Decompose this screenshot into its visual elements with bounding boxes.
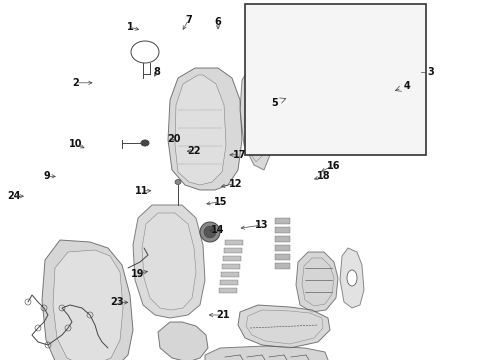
Text: 22: 22	[187, 146, 200, 156]
Text: 14: 14	[211, 225, 225, 235]
Polygon shape	[275, 263, 290, 269]
Polygon shape	[302, 258, 334, 306]
Circle shape	[204, 226, 216, 238]
Text: 17: 17	[233, 150, 247, 160]
Text: 11: 11	[135, 186, 149, 196]
Polygon shape	[275, 236, 290, 242]
Text: 16: 16	[326, 161, 340, 171]
Polygon shape	[222, 264, 240, 269]
Polygon shape	[220, 280, 238, 285]
Text: 13: 13	[255, 220, 269, 230]
Text: 18: 18	[317, 171, 330, 181]
Polygon shape	[221, 272, 239, 277]
Text: 9: 9	[43, 171, 50, 181]
Polygon shape	[42, 240, 133, 360]
Polygon shape	[205, 346, 330, 360]
Polygon shape	[224, 248, 242, 253]
Text: 23: 23	[110, 297, 123, 307]
Polygon shape	[275, 227, 290, 233]
Bar	[245, 4, 426, 155]
Polygon shape	[223, 256, 241, 261]
Text: 21: 21	[216, 310, 230, 320]
Text: 12: 12	[228, 179, 242, 189]
Polygon shape	[296, 252, 338, 312]
Ellipse shape	[175, 180, 181, 185]
Circle shape	[200, 222, 220, 242]
Polygon shape	[246, 310, 323, 344]
Polygon shape	[175, 75, 226, 185]
Polygon shape	[142, 213, 196, 310]
Text: 19: 19	[130, 269, 144, 279]
Text: 8: 8	[153, 67, 160, 77]
Polygon shape	[238, 305, 330, 348]
Polygon shape	[245, 78, 263, 162]
Text: 4: 4	[403, 81, 410, 91]
Polygon shape	[168, 68, 242, 190]
Polygon shape	[133, 205, 205, 318]
Polygon shape	[275, 254, 290, 260]
Text: 2: 2	[73, 78, 79, 88]
Text: 3: 3	[428, 67, 435, 77]
Polygon shape	[219, 288, 237, 293]
Ellipse shape	[347, 270, 357, 286]
Polygon shape	[53, 250, 123, 360]
Text: 24: 24	[7, 191, 21, 201]
Polygon shape	[240, 70, 270, 170]
Ellipse shape	[141, 140, 149, 146]
Polygon shape	[158, 322, 208, 360]
Polygon shape	[225, 240, 243, 245]
Polygon shape	[275, 218, 290, 224]
Text: 10: 10	[69, 139, 83, 149]
Text: 15: 15	[214, 197, 227, 207]
Polygon shape	[340, 248, 364, 308]
Text: 1: 1	[126, 22, 133, 32]
Text: 20: 20	[167, 134, 181, 144]
Polygon shape	[275, 245, 290, 251]
Text: 7: 7	[185, 15, 192, 25]
Text: 5: 5	[271, 98, 278, 108]
Text: 6: 6	[215, 17, 221, 27]
